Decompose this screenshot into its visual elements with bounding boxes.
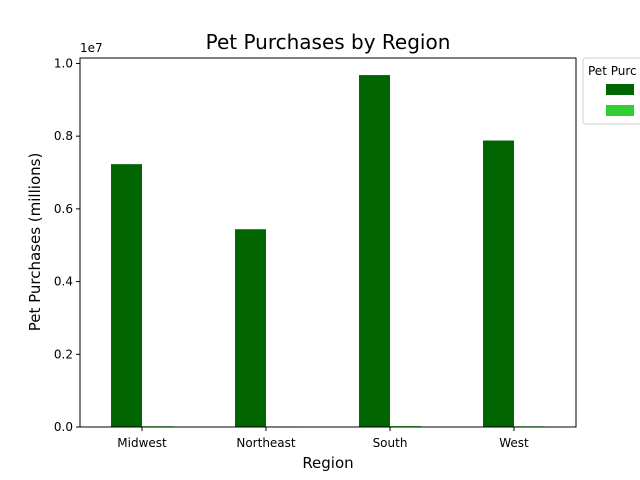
x-axis-label: Region bbox=[302, 454, 353, 472]
x-tick-label-south: South bbox=[373, 436, 408, 450]
bar-series1-midwest bbox=[111, 164, 142, 427]
y-axis-ticks: 0.0 0.2 0.4 0.6 0.8 1.0 bbox=[54, 56, 80, 434]
y-axis-label: Pet Purchases (millions) bbox=[26, 153, 44, 332]
x-tick-label-west: West bbox=[499, 436, 529, 450]
legend-title: Pet Purc bbox=[588, 64, 637, 78]
legend-swatch-series-1 bbox=[606, 84, 634, 95]
bars-group bbox=[111, 75, 545, 428]
bar-series1-west bbox=[483, 140, 514, 427]
y-tick-label: 0.2 bbox=[54, 347, 73, 361]
bar-series1-south bbox=[359, 75, 390, 427]
y-tick-label: 1.0 bbox=[54, 56, 73, 70]
x-tick-label-midwest: Midwest bbox=[117, 436, 167, 450]
chart-title: Pet Purchases by Region bbox=[206, 30, 451, 54]
legend-swatch-series-2 bbox=[606, 105, 634, 116]
legend: Pet Purc bbox=[582, 57, 640, 125]
y-tick-label: 0.4 bbox=[54, 275, 73, 289]
y-tick-label: 0.6 bbox=[54, 202, 73, 216]
y-offset-label: 1e7 bbox=[80, 41, 103, 55]
bar-series1-northeast bbox=[235, 229, 266, 427]
y-tick-label: 0.0 bbox=[54, 420, 73, 434]
x-tick-label-northeast: Northeast bbox=[236, 436, 296, 450]
y-tick-label: 0.8 bbox=[54, 129, 73, 143]
x-axis-ticks: Midwest Northeast South West bbox=[117, 427, 529, 450]
plot-frame bbox=[79, 57, 577, 428]
